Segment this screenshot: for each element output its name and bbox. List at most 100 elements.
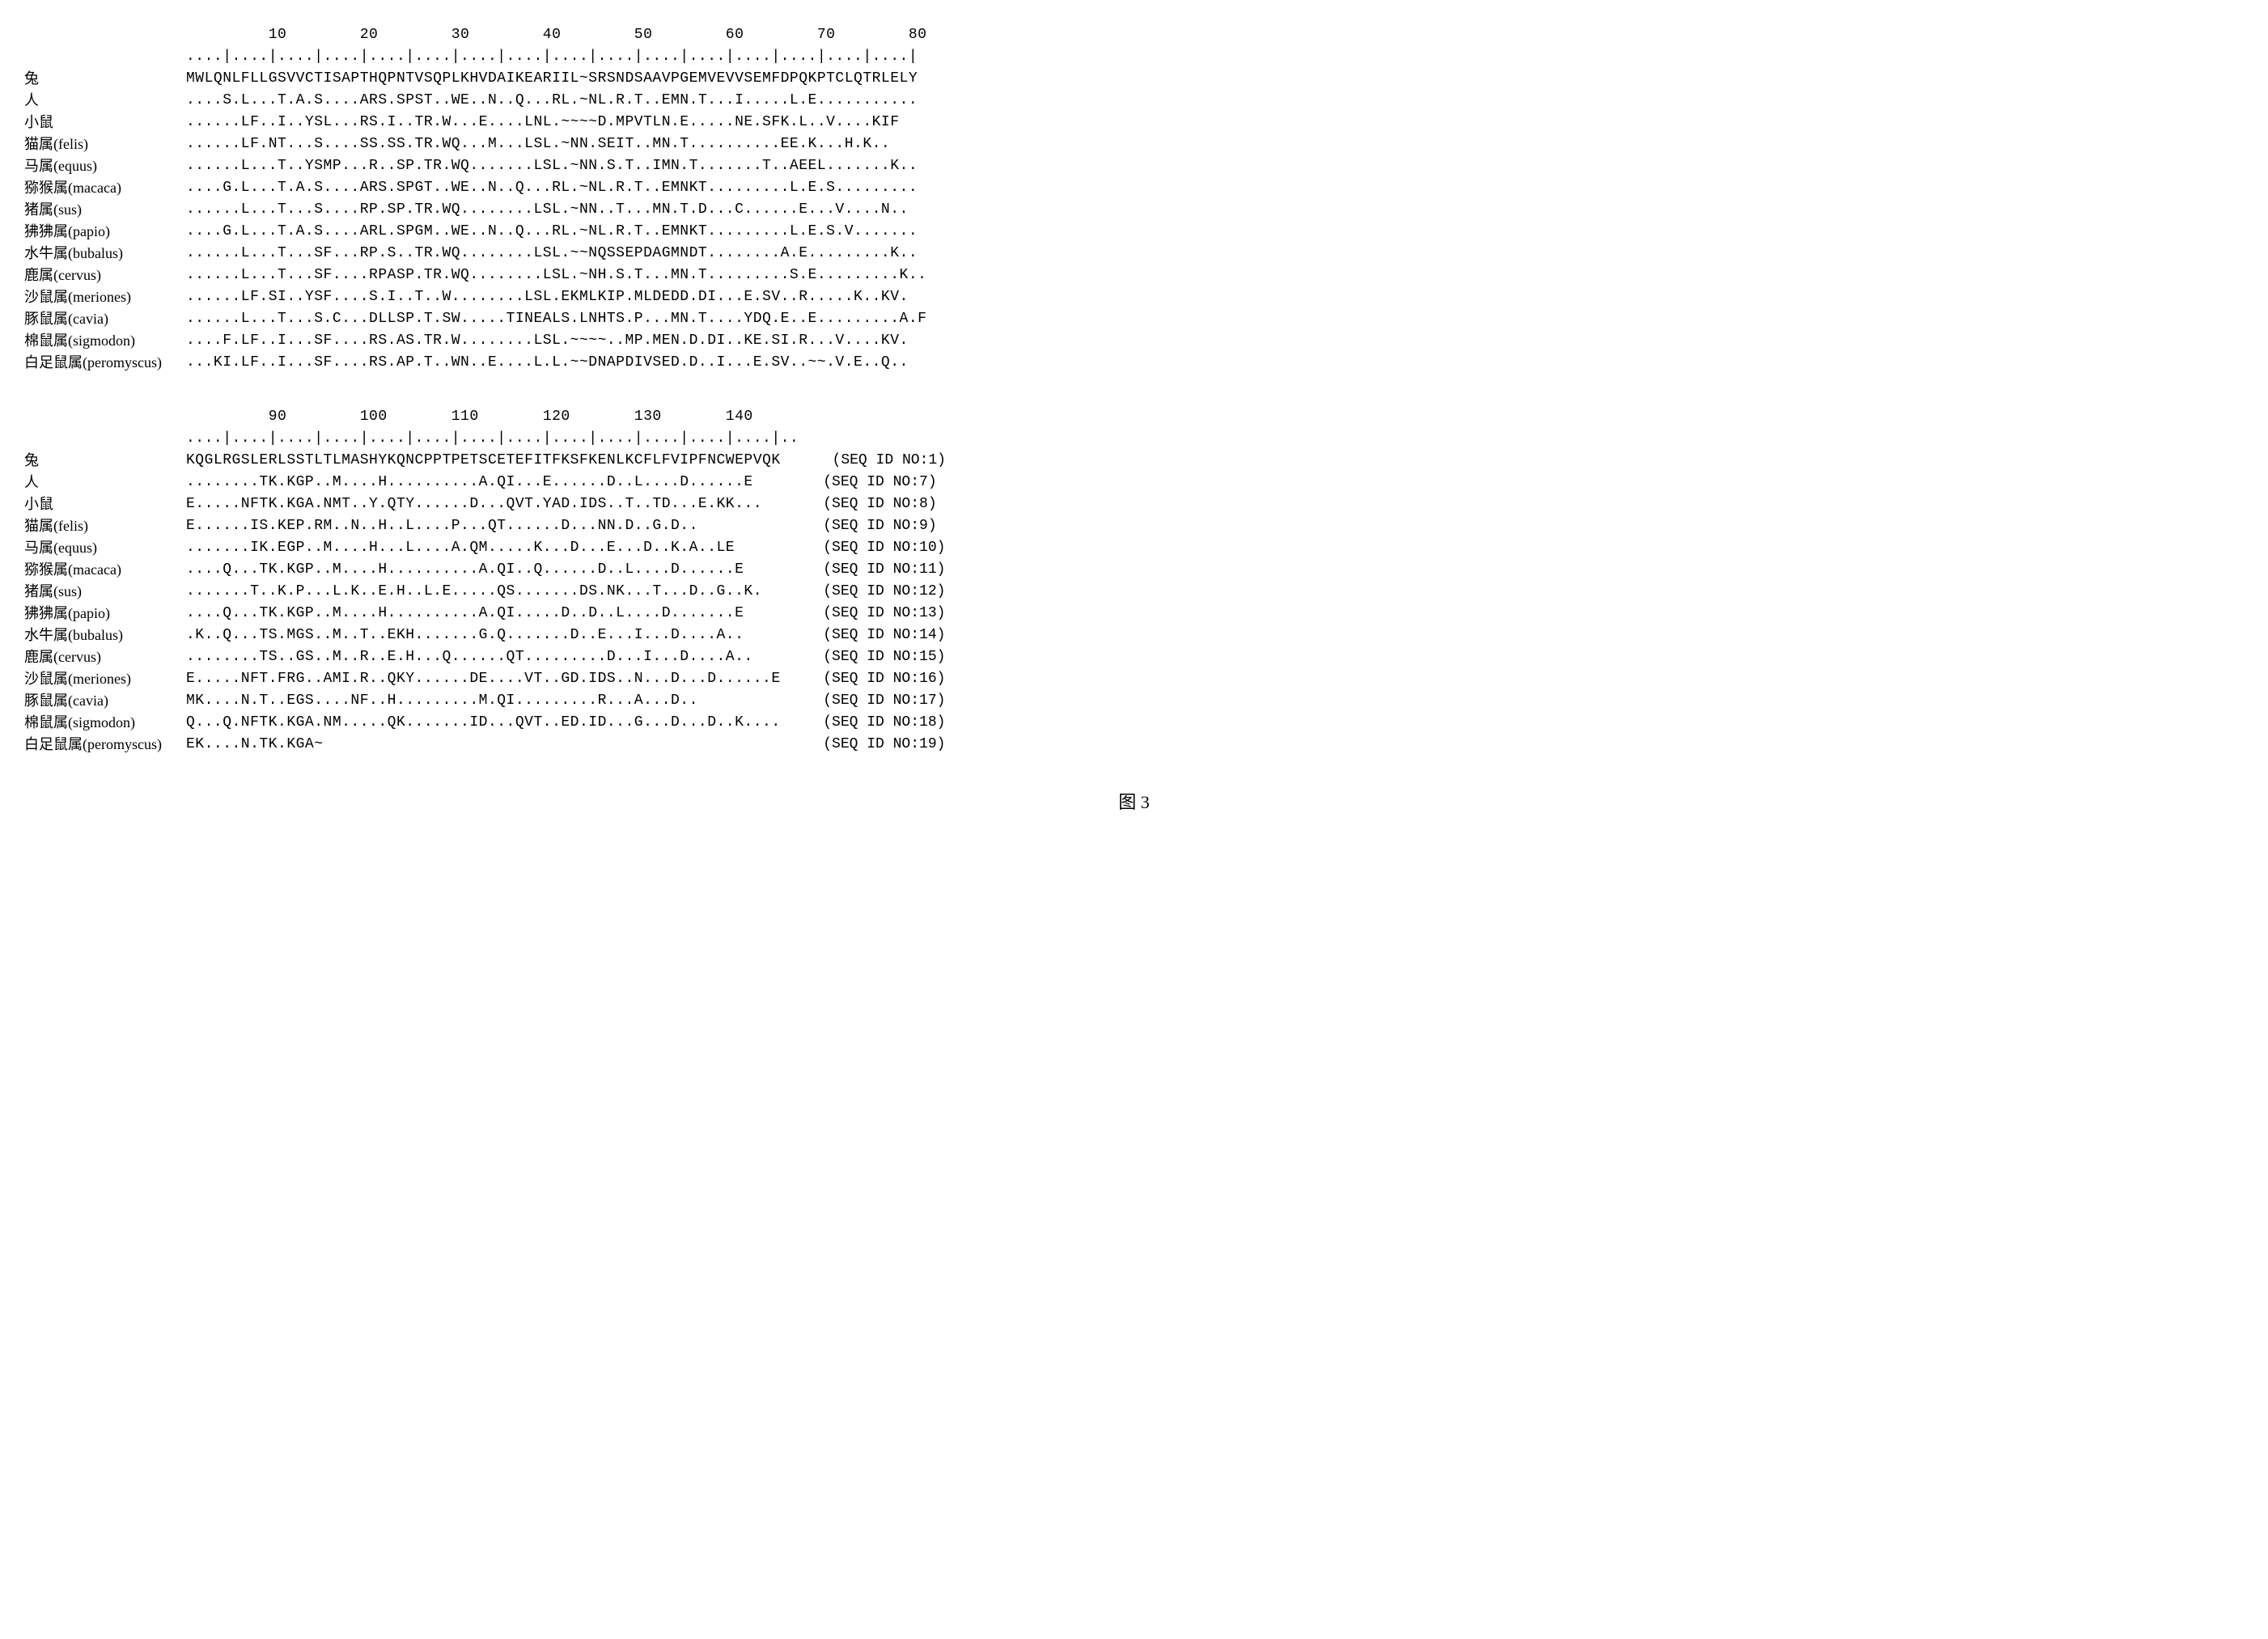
species-label: 鹿属(cervus): [24, 265, 186, 286]
ruler-ticks: ....|....|....|....|....|....|....|....|…: [186, 428, 799, 450]
sequence-text: ......LF.SI..YSF....S.I..T..W........LSL…: [186, 286, 909, 308]
sequence-row: 兔KQGLRGSLERLSSTLTLMASHYKQNCPPTPETSCETEFI…: [24, 450, 2244, 472]
seq-id-label: (SEQ ID NO:19): [823, 734, 945, 756]
sequence-text: KQGLRGSLERLSSTLTLMASHYKQNCPPTPETSCETEFIT…: [186, 450, 808, 472]
species-label: 小鼠: [24, 493, 186, 515]
sequence-row: 白足鼠属(peromyscus)EK....N.TK.KGA~ (SEQ ID …: [24, 734, 2244, 756]
sequence-row: 小鼠E.....NFTK.KGA.NMT..Y.QTY......D...QVT…: [24, 493, 2244, 515]
seq-id-label: (SEQ ID NO:18): [823, 712, 945, 734]
seq-id-label: (SEQ ID NO:16): [823, 668, 945, 690]
sequence-text: ......LF..I..YSL...RS.I..TR.W...E....LNL…: [186, 112, 900, 133]
ruler-label-blank: [24, 24, 186, 46]
sequence-text: .......IK.EGP..M....H...L....A.QM.....K.…: [186, 537, 799, 559]
species-label: 猫属(felis): [24, 133, 186, 155]
sequence-text: ....Q...TK.KGP..M....H..........A.QI..Q.…: [186, 559, 799, 581]
sequence-text: E.....NFTK.KGA.NMT..Y.QTY......D...QVT.Y…: [186, 493, 799, 515]
seq-id-label: (SEQ ID NO:12): [823, 581, 945, 603]
species-label: 兔: [24, 68, 186, 90]
sequence-text: E......IS.KEP.RM..N..H..L....P...QT.....…: [186, 515, 799, 537]
sequence-text: MK....N.T..EGS....NF..H.........M.QI....…: [186, 690, 799, 712]
sequence-row: 狒狒属(papio)....Q...TK.KGP..M....H........…: [24, 603, 2244, 625]
sequence-row: 小鼠......LF..I..YSL...RS.I..TR.W...E....L…: [24, 112, 2244, 133]
sequence-row: 人........TK.KGP..M....H..........A.QI...…: [24, 472, 2244, 493]
sequence-text: .......T..K.P...L.K..E.H..L.E.....QS....…: [186, 581, 799, 603]
species-label: 豚鼠属(cavia): [24, 690, 186, 712]
sequence-text: Q...Q.NFTK.KGA.NM.....QK.......ID...QVT.…: [186, 712, 799, 734]
sequence-text: ....Q...TK.KGP..M....H..........A.QI....…: [186, 603, 799, 625]
sequence-row: 沙鼠属(meriones)......LF.SI..YSF....S.I..T.…: [24, 286, 2244, 308]
sequence-text: ......L...T..YSMP...R..SP.TR.WQ.......LS…: [186, 155, 918, 177]
species-label: 狒狒属(papio): [24, 221, 186, 243]
sequence-row: 鹿属(cervus)........TS..GS..M..R..E.H...Q.…: [24, 646, 2244, 668]
seq-id-label: (SEQ ID NO:10): [823, 537, 945, 559]
ruler-numbers-row: 90 100 110 120 130 140: [24, 406, 2244, 428]
sequence-row: 棉鼠属(sigmodon)Q...Q.NFTK.KGA.NM.....QK...…: [24, 712, 2244, 734]
alignment-block: 90 100 110 120 130 140....|....|....|...…: [24, 406, 2244, 756]
sequence-row: 沙鼠属(meriones)E.....NFT.FRG..AMI.R..QKY..…: [24, 668, 2244, 690]
seq-id-label: (SEQ ID NO:14): [823, 625, 945, 646]
sequence-text: ......L...T...S.C...DLLSP.T.SW.....TINEA…: [186, 308, 926, 330]
species-label: 人: [24, 90, 186, 112]
ruler-ticks-row: ....|....|....|....|....|....|....|....|…: [24, 428, 2244, 450]
seq-id-label: (SEQ ID NO:1): [833, 450, 946, 472]
sequence-row: 水牛属(bubalus)......L...T...SF...RP.S..TR.…: [24, 243, 2244, 265]
sequence-text: ....G.L...T.A.S....ARS.SPGT..WE..N..Q...…: [186, 177, 918, 199]
sequence-row: 猪属(sus)......L...T...S....RP.SP.TR.WQ...…: [24, 199, 2244, 221]
ruler-numbers: 10 20 30 40 50 60 70 80: [186, 24, 926, 46]
species-label: 沙鼠属(meriones): [24, 668, 186, 690]
ruler-ticks: ....|....|....|....|....|....|....|....|…: [186, 46, 918, 68]
sequence-text: ........TK.KGP..M....H..........A.QI...E…: [186, 472, 799, 493]
sequence-text: ......L...T...S....RP.SP.TR.WQ........LS…: [186, 199, 909, 221]
species-label: 水牛属(bubalus): [24, 243, 186, 265]
sequence-row: 水牛属(bubalus).K..Q...TS.MGS..M..T..EKH...…: [24, 625, 2244, 646]
seq-id-label: (SEQ ID NO:15): [823, 646, 945, 668]
sequence-row: 棉鼠属(sigmodon)....F.LF..I...SF....RS.AS.T…: [24, 330, 2244, 352]
figure-caption: 图 3: [24, 788, 2244, 814]
ruler-numbers-row: 10 20 30 40 50 60 70 80: [24, 24, 2244, 46]
ruler-ticks-row: ....|....|....|....|....|....|....|....|…: [24, 46, 2244, 68]
species-label: 马属(equus): [24, 155, 186, 177]
alignment-block: 10 20 30 40 50 60 70 80....|....|....|..…: [24, 24, 2244, 374]
sequence-row: 豚鼠属(cavia)......L...T...S.C...DLLSP.T.SW…: [24, 308, 2244, 330]
seq-id-label: (SEQ ID NO:8): [823, 493, 936, 515]
sequence-text: ...KI.LF..I...SF....RS.AP.T..WN..E....L.…: [186, 352, 909, 374]
sequence-row: 猫属(felis)......LF.NT...S....SS.SS.TR.WQ.…: [24, 133, 2244, 155]
sequence-row: 狒狒属(papio)....G.L...T.A.S....ARL.SPGM..W…: [24, 221, 2244, 243]
sequence-row: 人....S.L...T.A.S....ARS.SPST..WE..N..Q..…: [24, 90, 2244, 112]
species-label: 棉鼠属(sigmodon): [24, 712, 186, 734]
sequence-text: E.....NFT.FRG..AMI.R..QKY......DE....VT.…: [186, 668, 799, 690]
seq-id-label: (SEQ ID NO:13): [823, 603, 945, 625]
species-label: 水牛属(bubalus): [24, 625, 186, 646]
sequence-row: 猕猴属(macaca)....Q...TK.KGP..M....H.......…: [24, 559, 2244, 581]
sequence-row: 马属(equus)......L...T..YSMP...R..SP.TR.WQ…: [24, 155, 2244, 177]
sequence-text: ....G.L...T.A.S....ARL.SPGM..WE..N..Q...…: [186, 221, 918, 243]
species-label: 狒狒属(papio): [24, 603, 186, 625]
species-label: 白足鼠属(peromyscus): [24, 352, 186, 374]
species-label: 人: [24, 472, 186, 493]
species-label: 兔: [24, 450, 186, 472]
species-label: 猪属(sus): [24, 199, 186, 221]
species-label: 豚鼠属(cavia): [24, 308, 186, 330]
sequence-text: ......LF.NT...S....SS.SS.TR.WQ...M...LSL…: [186, 133, 890, 155]
sequence-text: EK....N.TK.KGA~: [186, 734, 799, 756]
sequence-text: ....S.L...T.A.S....ARS.SPST..WE..N..Q...…: [186, 90, 918, 112]
species-label: 猪属(sus): [24, 581, 186, 603]
ruler-numbers: 90 100 110 120 130 140: [186, 406, 753, 428]
species-label: 鹿属(cervus): [24, 646, 186, 668]
sequence-text: ........TS..GS..M..R..E.H...Q......QT...…: [186, 646, 799, 668]
sequence-row: 马属(equus).......IK.EGP..M....H...L....A.…: [24, 537, 2244, 559]
species-label: 棉鼠属(sigmodon): [24, 330, 186, 352]
sequence-text: MWLQNLFLLGSVVCTISAPTHQPNTVSQPLKHVDAIKEAR…: [186, 68, 918, 90]
sequence-row: 豚鼠属(cavia)MK....N.T..EGS....NF..H.......…: [24, 690, 2244, 712]
sequence-text: ....F.LF..I...SF....RS.AS.TR.W........LS…: [186, 330, 909, 352]
species-label: 白足鼠属(peromyscus): [24, 734, 186, 756]
species-label: 沙鼠属(meriones): [24, 286, 186, 308]
species-label: 猕猴属(macaca): [24, 559, 186, 581]
sequence-text: ......L...T...SF...RP.S..TR.WQ........LS…: [186, 243, 918, 265]
seq-id-label: (SEQ ID NO:9): [823, 515, 936, 537]
species-label: 小鼠: [24, 112, 186, 133]
seq-id-label: (SEQ ID NO:17): [823, 690, 945, 712]
ruler-label-blank: [24, 46, 186, 68]
sequence-row: 猕猴属(macaca)....G.L...T.A.S....ARS.SPGT..…: [24, 177, 2244, 199]
sequence-row: 猪属(sus).......T..K.P...L.K..E.H..L.E....…: [24, 581, 2244, 603]
